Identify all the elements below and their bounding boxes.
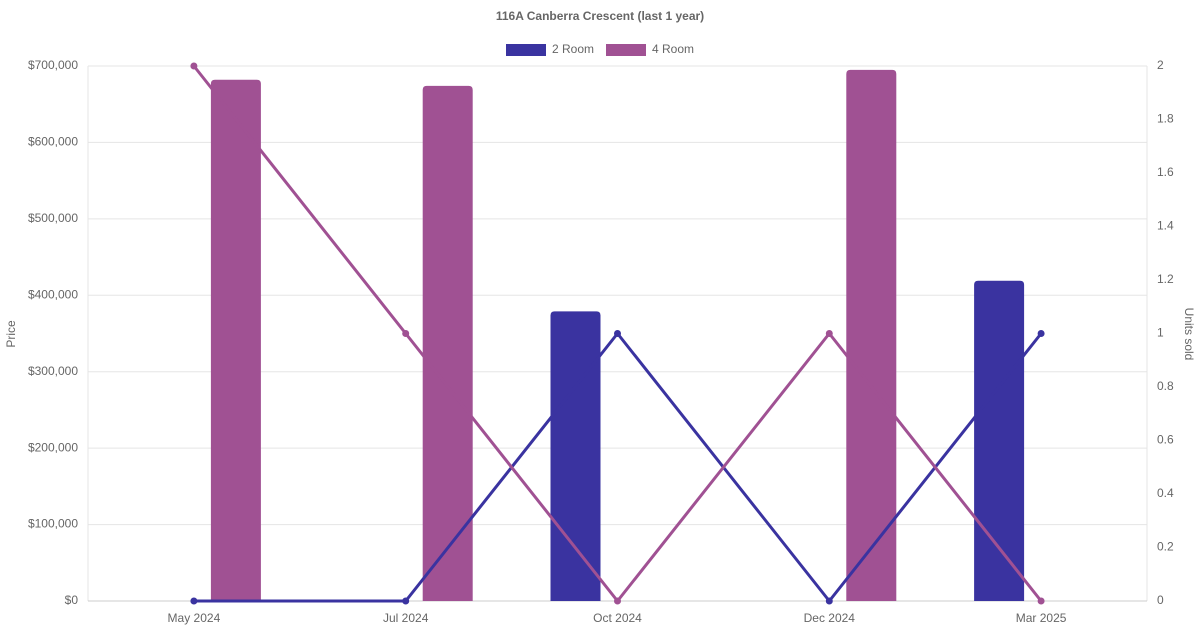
line-point	[190, 62, 198, 70]
bar	[550, 311, 601, 601]
y2-tick-label: 1.6	[1157, 165, 1174, 179]
line-point	[1037, 597, 1045, 605]
x-tick-label: Mar 2025	[1016, 611, 1067, 625]
y2-tick-label: 0.4	[1157, 486, 1174, 500]
line-point	[614, 330, 621, 337]
y-tick-label: $100,000	[28, 517, 78, 531]
y2-tick-label: 0.8	[1157, 379, 1174, 393]
line	[193, 331, 1043, 604]
line-point	[825, 597, 833, 605]
y2-tick-label: 2	[1157, 58, 1164, 72]
y-tick-label: $600,000	[28, 135, 78, 149]
y2-tick-label: 1.2	[1157, 272, 1174, 286]
bar	[210, 79, 261, 601]
x-tick-label: Oct 2024	[593, 611, 642, 625]
line-point	[402, 597, 410, 605]
y-tick-label: $500,000	[28, 211, 78, 225]
y2-axis-title: Units sold	[1182, 308, 1196, 361]
y-tick-label: $400,000	[28, 287, 78, 301]
y-tick-label: $300,000	[28, 364, 78, 378]
y2-tick-label: 1	[1157, 326, 1164, 340]
legend-swatch	[606, 44, 646, 56]
y-axis-title: Price	[4, 320, 18, 348]
line-point	[825, 330, 833, 337]
legend-swatch	[506, 44, 546, 56]
y-tick-label: $200,000	[28, 440, 78, 454]
y-tick-label: $0	[65, 593, 79, 607]
y2-tick-label: 1.8	[1157, 112, 1174, 126]
bar	[422, 85, 473, 601]
bar	[846, 69, 897, 602]
y-tick-label: $700,000	[28, 58, 78, 72]
line-point	[1037, 330, 1045, 337]
line-point	[614, 597, 621, 605]
legend-label: 2 Room	[552, 42, 594, 56]
y2-tick-label: 0.2	[1157, 540, 1174, 554]
line-point	[402, 330, 410, 337]
x-tick-label: Jul 2024	[383, 611, 429, 625]
y2-tick-label: 1.4	[1157, 219, 1174, 233]
bar	[974, 280, 1025, 601]
x-tick-label: May 2024	[168, 611, 221, 625]
chart-title: 116A Canberra Crescent (last 1 year)	[496, 9, 704, 23]
y2-tick-label: 0.6	[1157, 433, 1174, 447]
x-tick-label: Dec 2024	[804, 611, 856, 625]
line-point	[190, 597, 198, 605]
legend-label: 4 Room	[652, 42, 694, 56]
y2-tick-label: 0	[1157, 593, 1164, 607]
